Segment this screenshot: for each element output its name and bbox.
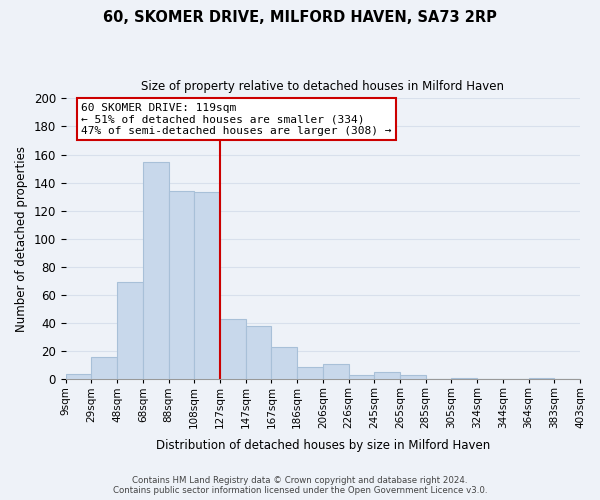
Bar: [117, 282, 143, 380]
Bar: [169, 191, 194, 380]
Bar: [245, 326, 271, 380]
Text: 60 SKOMER DRIVE: 119sqm
← 51% of detached houses are smaller (334)
47% of semi-d: 60 SKOMER DRIVE: 119sqm ← 51% of detache…: [81, 102, 392, 136]
X-axis label: Distribution of detached houses by size in Milford Haven: Distribution of detached houses by size …: [156, 440, 490, 452]
Bar: [271, 347, 297, 380]
Title: Size of property relative to detached houses in Milford Haven: Size of property relative to detached ho…: [142, 80, 505, 93]
Bar: [65, 374, 91, 380]
Bar: [451, 378, 477, 380]
Bar: [143, 162, 169, 380]
Bar: [374, 372, 400, 380]
Text: Contains HM Land Registry data © Crown copyright and database right 2024.
Contai: Contains HM Land Registry data © Crown c…: [113, 476, 487, 495]
Bar: [220, 319, 245, 380]
Bar: [91, 357, 117, 380]
Bar: [349, 375, 374, 380]
Bar: [400, 375, 425, 380]
Text: 60, SKOMER DRIVE, MILFORD HAVEN, SA73 2RP: 60, SKOMER DRIVE, MILFORD HAVEN, SA73 2R…: [103, 10, 497, 25]
Bar: [529, 378, 554, 380]
Bar: [323, 364, 349, 380]
Bar: [194, 192, 220, 380]
Y-axis label: Number of detached properties: Number of detached properties: [15, 146, 28, 332]
Bar: [297, 366, 323, 380]
